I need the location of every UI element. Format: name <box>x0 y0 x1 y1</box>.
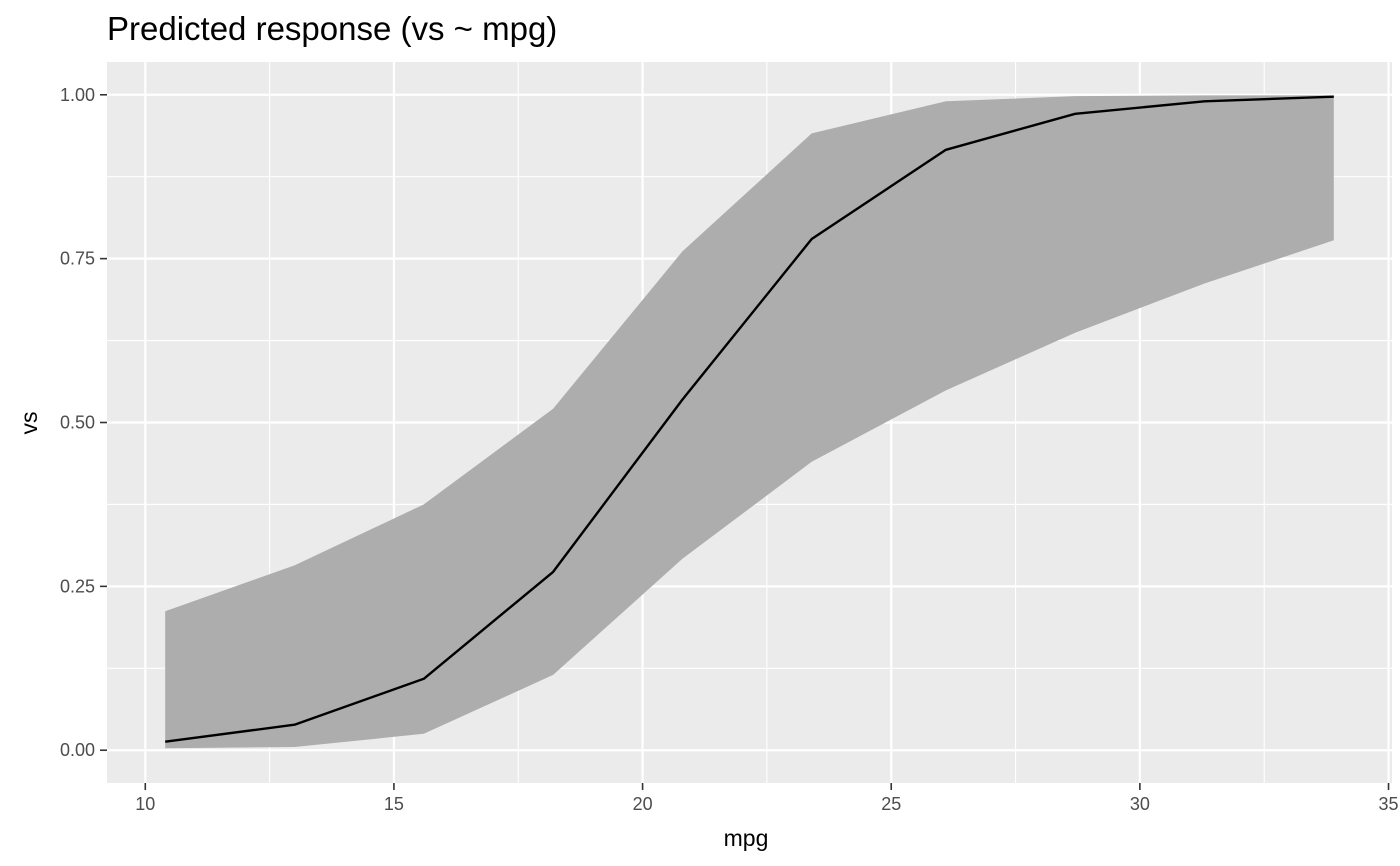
y-tick-label: 0.75 <box>60 249 95 269</box>
x-tick-label: 10 <box>135 794 155 814</box>
confidence-ribbon <box>165 95 1334 749</box>
prediction-line <box>165 95 1334 743</box>
x-tick-label: 15 <box>384 794 404 814</box>
y-tick-label: 0.00 <box>60 740 95 760</box>
axis-ticks <box>100 93 1390 790</box>
y-tick-label: 0.25 <box>60 576 95 596</box>
y-tick-label: 1.00 <box>60 85 95 105</box>
x-axis-title: mpg <box>724 825 769 851</box>
x-tick-label: 30 <box>1130 794 1150 814</box>
axis-tick-labels: 10 15 20 25 30 35 0.00 0.25 0.50 0.75 1.00 <box>60 85 1399 814</box>
x-tick-label: 20 <box>633 794 653 814</box>
y-axis-title: vs <box>16 412 42 435</box>
chart-title: Predicted response (vs ~ mpg) <box>107 10 557 47</box>
x-tick-label: 35 <box>1379 794 1399 814</box>
y-tick-label: 0.50 <box>60 413 95 433</box>
x-tick-label: 25 <box>881 794 901 814</box>
